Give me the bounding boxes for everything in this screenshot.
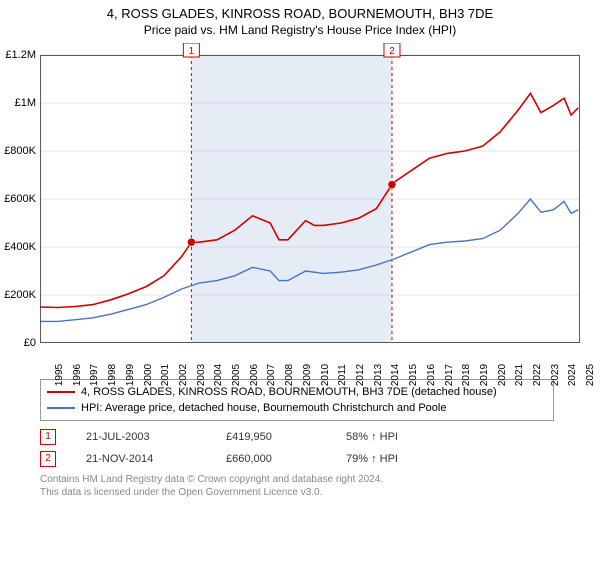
line-chart: 12 xyxy=(40,43,580,343)
marker-rel: 79% ↑ HPI xyxy=(346,453,398,465)
chart-area: 12 £0£200K£400K£600K£800K£1M£1.2M1995199… xyxy=(40,43,600,373)
x-tick-label: 2025 xyxy=(571,364,596,386)
marker-price: £419,950 xyxy=(226,431,316,443)
y-tick-label: £600K xyxy=(4,193,36,205)
legend-label: HPI: Average price, detached house, Bour… xyxy=(81,400,446,416)
page-subtitle: Price paid vs. HM Land Registry's House … xyxy=(0,23,600,37)
svg-text:2: 2 xyxy=(389,46,395,57)
marker-rel: 58% ↑ HPI xyxy=(346,431,398,443)
footer-text: Contains HM Land Registry data © Crown c… xyxy=(40,473,590,499)
legend-row: HPI: Average price, detached house, Bour… xyxy=(47,400,547,416)
y-tick-label: £200K xyxy=(4,289,36,301)
legend-label: 4, ROSS GLADES, KINROSS ROAD, BOURNEMOUT… xyxy=(81,384,497,400)
marker-price: £660,000 xyxy=(226,453,316,465)
marker-row: 1 21-JUL-2003 £419,950 58% ↑ HPI xyxy=(40,429,590,445)
y-tick-label: £800K xyxy=(4,145,36,157)
legend-row: 4, ROSS GLADES, KINROSS ROAD, BOURNEMOUT… xyxy=(47,384,547,400)
page-title: 4, ROSS GLADES, KINROSS ROAD, BOURNEMOUT… xyxy=(0,6,600,21)
y-tick-label: £0 xyxy=(24,337,36,349)
marker-table: 1 21-JUL-2003 £419,950 58% ↑ HPI 2 21-NOV-201… xyxy=(40,429,590,467)
marker-badge: 1 xyxy=(40,429,56,445)
y-tick-label: £1.2M xyxy=(5,49,36,61)
marker-row: 2 21-NOV-2014 £660,000 79% ↑ HPI xyxy=(40,451,590,467)
marker-date: 21-NOV-2014 xyxy=(86,453,196,465)
legend-swatch xyxy=(47,407,75,409)
footer-line-2: This data is licensed under the Open Gov… xyxy=(40,486,590,499)
footer-line-1: Contains HM Land Registry data © Crown c… xyxy=(40,473,590,486)
marker-badge: 2 xyxy=(40,451,56,467)
y-tick-label: £400K xyxy=(4,241,36,253)
legend-swatch xyxy=(47,391,75,393)
marker-date: 21-JUL-2003 xyxy=(86,431,196,443)
y-tick-label: £1M xyxy=(15,97,36,109)
svg-text:1: 1 xyxy=(189,46,195,57)
